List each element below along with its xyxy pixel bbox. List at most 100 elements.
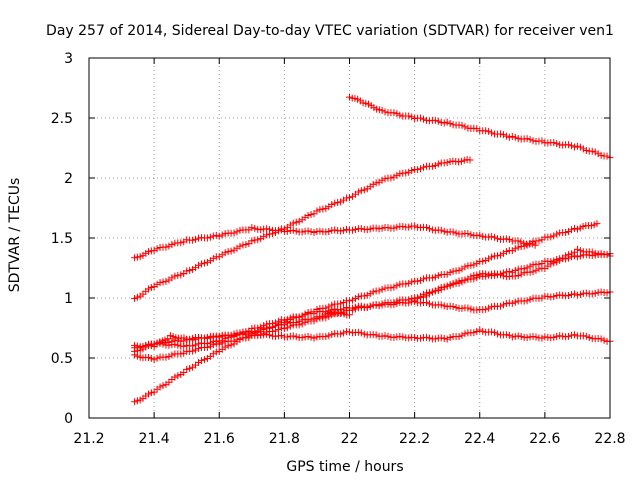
data-point: [348, 226, 356, 234]
data-point: [531, 241, 539, 249]
data-point: [162, 243, 170, 251]
x-tick-label: 21.8: [269, 431, 300, 447]
x-axis-title: GPS time / hours: [286, 459, 403, 475]
data-point: [266, 324, 274, 332]
data-point: [511, 245, 519, 253]
y-tick-label: 0.5: [51, 351, 73, 367]
data-point: [440, 119, 448, 127]
data-point: [461, 263, 469, 271]
data-point: [455, 332, 463, 340]
data-point: [209, 332, 217, 340]
data-point: [295, 317, 303, 325]
data-point: [378, 106, 386, 114]
data-point: [236, 242, 244, 250]
data-point: [408, 294, 416, 302]
data-point: [425, 225, 433, 233]
data-point: [514, 272, 522, 280]
data-point: [491, 329, 499, 337]
data-point: [162, 353, 170, 361]
data-point: [159, 382, 167, 390]
data-point: [523, 334, 531, 342]
data-point: [369, 330, 377, 338]
data-point: [171, 373, 179, 381]
data-point: [260, 233, 268, 241]
data-point: [485, 255, 493, 263]
data-point: [458, 121, 466, 129]
series-track-3: [131, 222, 539, 262]
data-point: [390, 283, 398, 291]
data-point: [257, 226, 265, 234]
data-point: [437, 334, 445, 342]
data-point: [417, 334, 425, 342]
data-point: [168, 351, 176, 359]
data-point: [366, 302, 374, 310]
data-point: [206, 233, 214, 241]
data-point: [452, 304, 460, 312]
data-point: [162, 277, 170, 285]
data-point: [420, 293, 428, 301]
data-point: [511, 133, 519, 141]
data-point: [340, 298, 348, 306]
data-point: [422, 333, 430, 341]
data-point: [159, 278, 167, 286]
data-point: [431, 162, 439, 170]
data-point: [434, 272, 442, 280]
data-point: [565, 332, 573, 340]
data-point: [511, 298, 519, 306]
data-point: [390, 298, 398, 306]
x-tick-label: 22.4: [464, 431, 495, 447]
data-point: [337, 300, 345, 308]
series-track-8: [131, 309, 353, 351]
data-point: [573, 245, 581, 253]
data-point: [351, 295, 359, 303]
data-point: [502, 299, 510, 307]
data-point: [508, 299, 516, 307]
data-point: [597, 335, 605, 343]
data-point: [437, 301, 445, 309]
data-point: [568, 250, 576, 258]
data-point: [215, 232, 223, 240]
data-point: [538, 137, 546, 145]
data-point: [221, 338, 229, 346]
y-tick-label: 2: [64, 171, 73, 187]
data-point: [466, 156, 474, 164]
data-point: [399, 223, 407, 231]
data-point: [591, 289, 599, 297]
data-point: [502, 248, 510, 256]
data-point: [292, 333, 300, 341]
data-point: [570, 248, 578, 256]
data-point: [227, 247, 235, 255]
data-point: [177, 350, 185, 358]
data-point: [434, 286, 442, 294]
data-point: [186, 335, 194, 343]
data-point: [180, 342, 188, 350]
data-point: [446, 333, 454, 341]
data-point: [215, 332, 223, 340]
data-point: [230, 229, 238, 237]
data-point: [440, 283, 448, 291]
data-point: [502, 331, 510, 339]
data-point: [425, 300, 433, 308]
data-point: [411, 222, 419, 230]
data-point: [378, 176, 386, 184]
data-point: [156, 279, 164, 287]
data-point: [449, 302, 457, 310]
data-point: [449, 228, 457, 236]
data-point: [292, 319, 300, 327]
data-point: [346, 311, 353, 319]
data-point: [603, 289, 611, 297]
data-point: [340, 226, 348, 234]
data-point: [334, 199, 342, 207]
data-point: [594, 150, 602, 158]
data-point: [550, 139, 558, 147]
data-point: [514, 332, 522, 340]
data-point: [431, 335, 439, 343]
data-point: [168, 274, 176, 282]
data-point: [529, 137, 537, 145]
data-point: [488, 253, 496, 261]
data-point: [570, 290, 578, 298]
data-point: [550, 259, 558, 267]
data-point: [502, 132, 510, 140]
data-point: [221, 249, 229, 257]
data-point: [473, 328, 481, 336]
